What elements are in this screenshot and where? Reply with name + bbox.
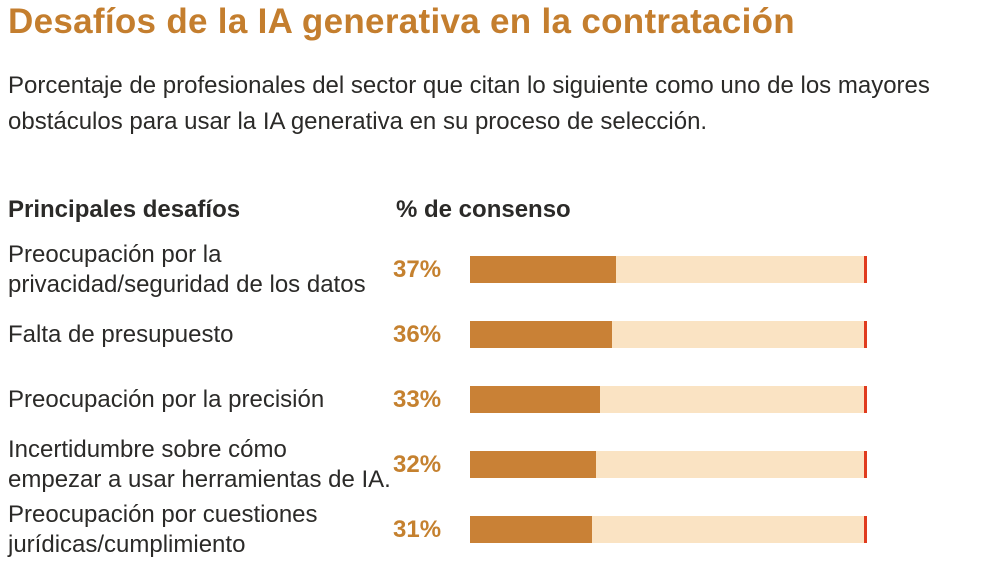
table-row: Incertidumbre sobre cómo empezar a usar … [0, 432, 1000, 497]
page-title: Desafíos de la IA generativa en la contr… [8, 2, 795, 41]
bar-end-marker [864, 451, 867, 478]
consensus-value: 31% [393, 515, 442, 543]
bar-fill [470, 256, 616, 283]
bar-track [470, 256, 867, 283]
consensus-value: 32% [393, 450, 442, 478]
consensus-value: 36% [393, 320, 442, 348]
bar-end-marker [864, 386, 867, 413]
consensus-value: 37% [393, 255, 442, 283]
bar-chart: Preocupación por la privacidad/seguridad… [0, 237, 1000, 562]
column-header-challenges: Principales desafíos [8, 196, 241, 223]
table-row: Preocupación por la privacidad/seguridad… [0, 237, 1000, 302]
bar-track [470, 516, 867, 543]
challenge-label: Preocupación por la precisión [8, 385, 325, 413]
column-header-consensus: % de consenso [396, 196, 571, 223]
bar-fill [470, 386, 601, 413]
bar-track [470, 321, 867, 348]
challenge-label: Incertidumbre sobre cómo empezar a usar … [8, 435, 391, 493]
bar-end-marker [864, 256, 867, 283]
bar-fill [470, 451, 597, 478]
bar-fill [470, 321, 612, 348]
bar-track [470, 386, 867, 413]
challenge-label: Falta de presupuesto [8, 320, 234, 348]
subtitle: Porcentaje de profesionales del sector q… [8, 72, 930, 135]
challenge-label: Preocupación por la privacidad/seguridad… [8, 240, 366, 298]
bar-track [470, 451, 867, 478]
bar-end-marker [864, 516, 867, 543]
table-row: Preocupación por cuestiones jurídicas/cu… [0, 497, 1000, 562]
challenge-label: Preocupación por cuestiones jurídicas/cu… [8, 500, 318, 558]
column-headers: Principales desafíos % de consenso [0, 196, 1000, 224]
bar-end-marker [864, 321, 867, 348]
table-row: Falta de presupuesto 36% [0, 302, 1000, 367]
consensus-value: 33% [393, 385, 442, 413]
bar-fill [470, 516, 593, 543]
table-row: Preocupación por la precisión 33% [0, 367, 1000, 432]
